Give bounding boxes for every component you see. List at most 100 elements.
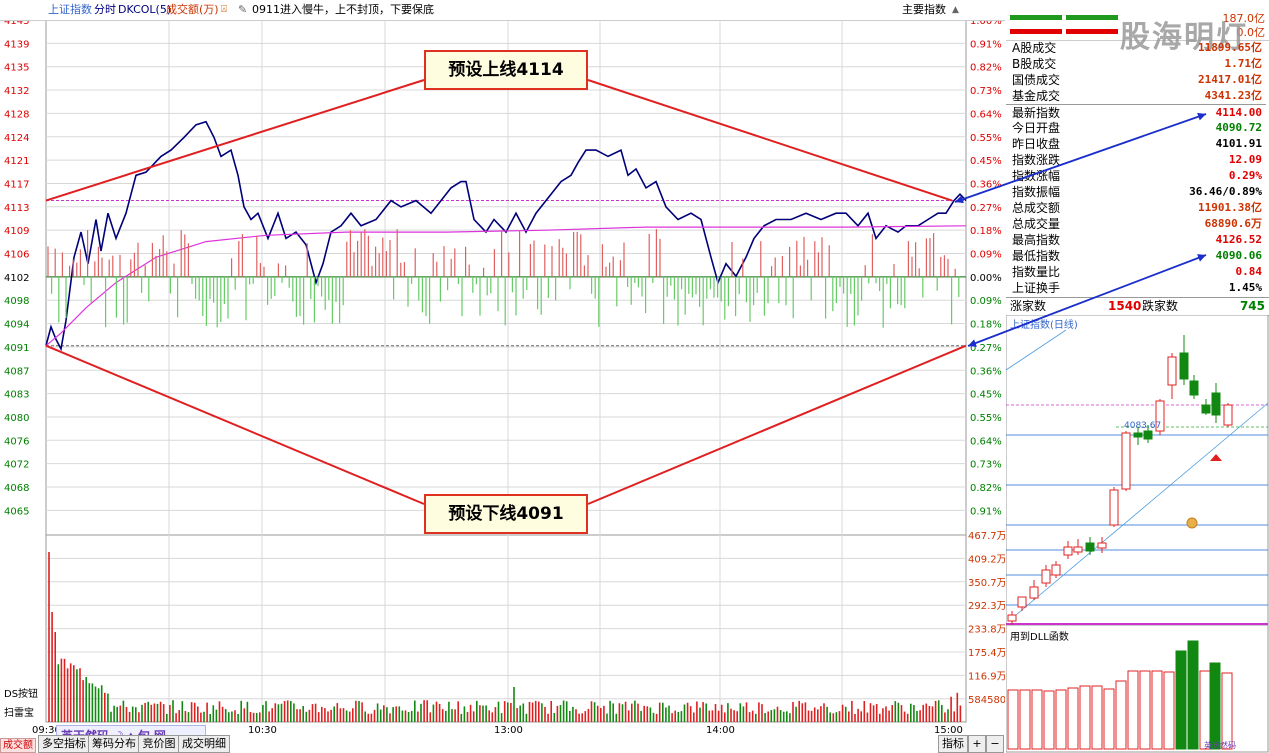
volume-tick-label: 175.4万 [968, 648, 1005, 659]
tab-auction[interactable]: 竞价图 [138, 735, 180, 753]
scroll-up-icon[interactable]: ▲ [952, 5, 959, 15]
price-tick-label: 4124 [4, 133, 29, 144]
quote-panel: 187.0亿 0.0亿 股海明灯 A股成交 11899.65亿 B股成交 1.71亿国… [1006, 0, 1269, 753]
candle-body [1155, 400, 1165, 432]
indicator-button[interactable]: 指标 [938, 735, 968, 753]
edit-icon[interactable]: ✎ [238, 3, 248, 16]
candle-body [1073, 546, 1083, 553]
up-count: 1540 [1108, 299, 1142, 313]
news-text[interactable]: 0911进入慢牛，上不封顶，下要保底 [252, 3, 434, 16]
candle-body [1097, 542, 1107, 549]
indicator-bar [1209, 662, 1221, 750]
indicator-bar [1187, 640, 1199, 750]
indicator-bar [1175, 650, 1187, 750]
candle-body [1179, 352, 1189, 380]
candle-body [1017, 596, 1027, 608]
pct-tick-label: 0.00% [970, 273, 1002, 284]
quote-row: 上证换手 1.45% [1006, 280, 1266, 296]
quote-row: 总成交额 11901.38亿 [1006, 200, 1266, 216]
pct-tick-label: 0.73% [970, 460, 1002, 471]
tab-chips[interactable]: 筹码分布 [88, 735, 140, 753]
quote-label: 上证换手 [1012, 281, 1061, 295]
red-bar-2 [1066, 29, 1118, 34]
daily-kline-chart[interactable] [1006, 315, 1269, 753]
price-line [45, 120, 967, 352]
quote-label: 指数涨跌 [1012, 153, 1061, 167]
price-tick-label: 4098 [4, 296, 29, 307]
kline-price-label: 4083.67 [1124, 421, 1162, 431]
quote-value: 4341.23亿 [1204, 89, 1262, 102]
quote-label: 昨日收盘 [1012, 137, 1061, 151]
quote-row: 国债成交 21417.01亿 [1006, 72, 1266, 88]
quote-label: 指数量比 [1012, 265, 1061, 279]
pct-tick-label: 0.64% [970, 436, 1002, 447]
chart-frame [45, 19, 967, 723]
indicator-bar [1091, 685, 1103, 750]
pct-tick-label: 0.09% [970, 296, 1002, 307]
quote-value: 4090.72 [1215, 121, 1262, 134]
indicator-bar [1199, 670, 1211, 750]
quote-label: 指数振幅 [1012, 185, 1061, 199]
quote-value: 68890.6万 [1204, 217, 1262, 230]
quote-label: 最新指数 [1012, 106, 1061, 120]
zoom-out-button[interactable]: − [986, 735, 1004, 753]
price-tick-label: 4072 [4, 460, 29, 471]
price-tick-label: 4094 [4, 320, 29, 331]
quote-label: 最低指数 [1012, 249, 1061, 263]
lower-annotation: 预设下线4091 [424, 494, 588, 534]
average-line [45, 225, 967, 347]
top-bars: 187.0亿 0.0亿 股海明灯 [1006, 0, 1269, 55]
tab-long-short[interactable]: 多空指标 [38, 735, 90, 753]
candle-body [1133, 432, 1143, 438]
indicator-label: DKCOL(5) [118, 3, 172, 16]
quote-label: 指数涨幅 [1012, 169, 1061, 183]
alarm-icon[interactable]: ⍓ [221, 4, 227, 15]
kline-title[interactable]: 上证指数(日线) [1010, 320, 1078, 331]
quote-value: 11899.65亿 [1198, 41, 1262, 54]
candle-body [1109, 489, 1119, 526]
ds-button[interactable]: DS按钮 [4, 689, 39, 700]
quote-label: 总成交量 [1012, 217, 1061, 231]
index-name[interactable]: 上证指数 [48, 3, 92, 16]
indicator-bar [1007, 689, 1019, 750]
price-tick-label: 4117 [4, 179, 29, 190]
signal-coin [1186, 517, 1198, 529]
zoom-in-button[interactable]: + [968, 735, 986, 753]
price-tick-label: 4065 [4, 506, 29, 517]
quote-row: 最高指数 4126.52 [1006, 232, 1266, 248]
quote-row: 指数振幅 36.46/0.89% [1006, 184, 1266, 200]
price-tick-label: 4132 [4, 86, 29, 97]
volume-tag[interactable]: 成交额 [0, 738, 36, 753]
time-tick-label: 09:30 [32, 725, 61, 736]
quote-row: 基金成交 4341.23亿 [1006, 88, 1266, 104]
price-tick-label: 4106 [4, 250, 29, 261]
indicator-bar [1043, 690, 1055, 750]
tab-trade-detail[interactable]: 成交明细 [178, 735, 230, 753]
red-bar-1 [1010, 29, 1062, 34]
indicator-bar [1221, 672, 1233, 750]
intraday-chart-area[interactable]: 4143 1.00% 4139 0.91% 4135 0.82% 4132 0.73% 4128… [0, 0, 1005, 753]
candle-body [1029, 586, 1039, 599]
volume-tick-label: 292.3万 [968, 601, 1005, 612]
candle-body [1085, 542, 1095, 552]
mode-label[interactable]: 分时 [94, 3, 116, 16]
quote-value: 4090.06 [1215, 249, 1262, 262]
price-tick-label: 4087 [4, 366, 29, 377]
indicator-bar [1139, 670, 1151, 750]
price-tick-label: 4083 [4, 390, 29, 401]
major-index-label[interactable]: 主要指数 [902, 3, 946, 16]
pct-tick-label: 0.27% [970, 203, 1002, 214]
scan-button[interactable]: 扫雷宝 [4, 708, 34, 719]
time-tick-label: 15:00 [934, 725, 963, 736]
upper-trend-line-left [45, 79, 425, 202]
candle-body [1189, 380, 1199, 396]
chart-header: 上证指数 分时 DKCOL(5) 成交额(万) ⍓ ✎ 0911进入慢牛，上不封… [0, 0, 1005, 21]
quote-value: 1.45% [1228, 281, 1262, 294]
pct-tick-label: 0.09% [970, 250, 1002, 261]
price-tick-label: 4143 [4, 16, 29, 27]
candle-body [1063, 546, 1073, 556]
price-tick-label: 4076 [4, 436, 29, 447]
upper-annotation: 预设上线4114 [424, 50, 588, 90]
intraday-chart[interactable]: 4143 1.00% 4139 0.91% 4135 0.82% 4132 0.73% 4128… [0, 0, 1005, 753]
indicator-bar [1127, 670, 1139, 750]
